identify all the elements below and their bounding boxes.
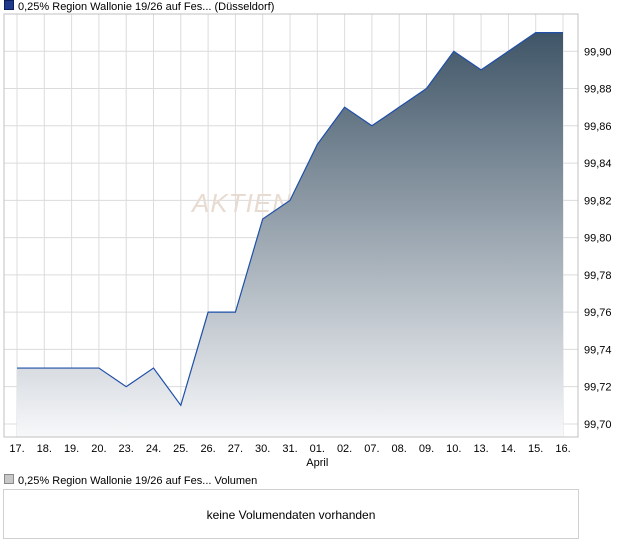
x-tick-label: 14. (501, 443, 516, 455)
price-chart: AKTIEN 99,7099,7299,7499,7699,7899,8099,… (3, 13, 612, 469)
x-tick-label: 16. (555, 443, 570, 455)
x-tick-label: 07. (364, 443, 379, 455)
x-tick-label: 15. (528, 443, 543, 455)
x-tick-label: 13. (473, 443, 488, 455)
x-tick-label: 01. (310, 443, 325, 455)
x-tick-label: 10. (446, 443, 461, 455)
y-tick-label: 99,84 (584, 158, 612, 170)
x-axis: 17. 18. 19. 20. 23. 24. 25. 26. 27. 30. 31. 01. 02. 0… (9, 443, 570, 469)
x-tick-label: 08. (392, 443, 407, 455)
x-tick-label: 24. (146, 443, 161, 455)
volume-legend: 0,25% Region Wallonie 19/26 auf Fes... V… (4, 474, 257, 488)
x-tick-label: 31. (282, 443, 297, 455)
x-tick-label: 30. (255, 443, 270, 455)
area-layer (16, 32, 564, 437)
y-tick-label: 99,72 (584, 382, 612, 394)
x-tick-label: 25. (173, 443, 188, 455)
y-tick-label: 99,82 (584, 195, 612, 207)
y-tick-label: 99,74 (584, 344, 612, 356)
x-tick-label: 17. (9, 443, 24, 455)
price-legend-swatch (4, 0, 14, 10)
x-month-label: April (306, 457, 328, 469)
plot-frame (3, 13, 579, 438)
y-tick-label: 99,78 (584, 270, 612, 282)
y-tick-label: 99,80 (584, 233, 612, 245)
x-tick-label: 18. (37, 443, 52, 455)
x-tick-label: 26. (200, 443, 215, 455)
volume-legend-label: 0,25% Region Wallonie 19/26 auf Fes... V… (18, 475, 258, 487)
y-tick-label: 99,88 (584, 84, 612, 96)
price-legend: 0,25% Region Wallonie 19/26 auf Fes... (… (4, 0, 274, 14)
volume-legend-swatch (4, 474, 14, 484)
volume-message: keine Volumendaten vorhanden (206, 508, 376, 522)
x-tick-label: 23. (119, 443, 134, 455)
plot-border (3, 13, 579, 438)
price-area (17, 32, 563, 437)
x-tick-label: 19. (64, 443, 79, 455)
y-axis: 99,70 99,72 99,74 99,76 99,78 99,80 99,82 99,84… (584, 46, 612, 431)
y-tick-label: 99,70 (584, 419, 612, 431)
volume-panel: keine Volumendaten vorhanden (3, 489, 579, 539)
x-tick-label: 20. (91, 443, 106, 455)
x-tick-label: 27. (228, 443, 243, 455)
x-tick-label: 02. (337, 443, 352, 455)
x-tick-label: 09. (419, 443, 434, 455)
price-legend-label: 0,25% Region Wallonie 19/26 auf Fes... (… (18, 1, 275, 13)
y-tick-label: 99,90 (584, 46, 612, 58)
y-tick-label: 99,76 (584, 307, 612, 319)
y-tick-label: 99,86 (584, 121, 612, 133)
